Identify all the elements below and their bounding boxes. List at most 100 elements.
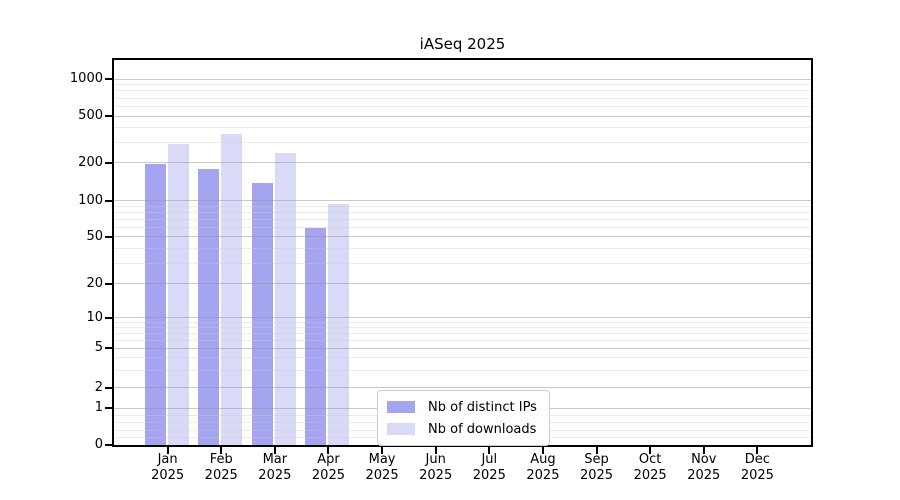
x-axis-tick-mark bbox=[488, 447, 491, 454]
minor-gridline bbox=[114, 322, 811, 324]
x-axis-year-label: 2025 bbox=[472, 468, 506, 483]
minor-gridline bbox=[114, 357, 811, 359]
minor-gridline bbox=[114, 205, 811, 207]
minor-gridline bbox=[114, 212, 811, 214]
legend-swatch bbox=[387, 423, 415, 435]
y-axis-tick-label: 0 bbox=[94, 437, 103, 452]
minor-gridline bbox=[114, 262, 811, 264]
x-axis-year-label: 2025 bbox=[579, 468, 614, 483]
x-axis-year-label: 2025 bbox=[687, 468, 721, 483]
y-axis-tick-label: 1000 bbox=[69, 71, 103, 87]
y-axis-tick-label: 5 bbox=[94, 340, 103, 356]
x-axis-month-label: Dec bbox=[744, 452, 770, 467]
bar-nb-of-distinct-ips bbox=[198, 168, 220, 445]
legend: Nb of distinct IPs Nb of downloads bbox=[377, 390, 550, 446]
x-axis-month-label: May bbox=[368, 452, 396, 467]
x-axis-year-label: 2025 bbox=[151, 468, 185, 483]
legend-swatch bbox=[387, 401, 415, 413]
minor-gridline bbox=[114, 97, 811, 99]
minor-gridline bbox=[114, 90, 811, 92]
x-axis-tick-label: Mar 2025 bbox=[240, 452, 310, 484]
x-axis-tick-label: Apr 2025 bbox=[293, 452, 363, 484]
bar-nb-of-downloads bbox=[328, 204, 350, 445]
x-axis-tick-mark bbox=[702, 447, 705, 454]
major-gridline bbox=[114, 283, 811, 285]
chart-title: iASeq 2025 bbox=[419, 35, 506, 53]
y-axis-tick-label: 10 bbox=[86, 309, 103, 325]
minor-gridline bbox=[114, 339, 811, 341]
x-axis-tick-mark bbox=[381, 447, 384, 454]
x-axis-year-label: 2025 bbox=[311, 468, 345, 483]
major-gridline bbox=[114, 387, 811, 389]
major-gridline bbox=[114, 78, 811, 80]
x-axis-tick-mark bbox=[595, 447, 598, 454]
minor-gridline bbox=[114, 141, 811, 143]
legend-item: Nb of downloads bbox=[387, 418, 537, 440]
x-axis-year-label: 2025 bbox=[419, 468, 453, 483]
x-axis-tick-mark bbox=[220, 447, 223, 454]
bar-nb-of-downloads bbox=[221, 134, 243, 445]
minor-gridline bbox=[114, 369, 811, 371]
x-axis-tick-label: Nov 2025 bbox=[669, 452, 739, 484]
bar-nb-of-downloads bbox=[167, 143, 189, 445]
x-axis-tick-mark bbox=[756, 447, 759, 454]
x-axis-tick-label: May 2025 bbox=[347, 452, 417, 484]
y-axis-tick-label: 2 bbox=[94, 379, 103, 395]
y-axis-tick-mark bbox=[105, 282, 112, 285]
x-axis-tick-label: Jun 2025 bbox=[401, 452, 471, 484]
x-axis-tick-mark bbox=[434, 447, 437, 454]
major-gridline bbox=[114, 162, 811, 164]
major-gridline bbox=[114, 200, 811, 202]
x-axis-month-label: Jun bbox=[425, 452, 446, 467]
y-axis-tick-label: 100 bbox=[78, 192, 103, 208]
x-axis-tick-mark bbox=[649, 447, 652, 454]
minor-gridline bbox=[114, 227, 811, 229]
x-axis-year-label: 2025 bbox=[526, 468, 560, 483]
plot-area: Nb of distinct IPs Nb of downloads bbox=[112, 58, 813, 447]
y-axis-tick-label: 500 bbox=[78, 108, 103, 124]
x-axis-month-label: Feb bbox=[209, 452, 233, 467]
legend-label: Nb of distinct IPs bbox=[428, 399, 537, 415]
x-axis-year-label: 2025 bbox=[258, 468, 292, 483]
minor-gridline bbox=[114, 105, 811, 107]
major-gridline bbox=[114, 317, 811, 319]
minor-gridline bbox=[114, 247, 811, 249]
y-axis-tick-mark bbox=[105, 115, 112, 118]
bar-nb-of-distinct-ips bbox=[251, 182, 273, 445]
x-axis-month-label: Jan bbox=[157, 452, 178, 467]
bar-nb-of-downloads bbox=[274, 152, 296, 445]
x-axis-tick-label: Aug 2025 bbox=[508, 452, 578, 484]
x-axis-tick-mark bbox=[327, 447, 330, 454]
x-axis-month-label: Sep bbox=[584, 452, 609, 467]
minor-gridline bbox=[114, 84, 811, 86]
major-gridline bbox=[114, 236, 811, 238]
y-axis-tick-label: 200 bbox=[78, 154, 103, 170]
x-axis-tick-label: Jul 2025 bbox=[454, 452, 524, 484]
x-axis-tick-label: Feb 2025 bbox=[186, 452, 256, 484]
y-axis-tick-mark bbox=[105, 347, 112, 350]
x-axis-month-label: Jul bbox=[481, 452, 498, 467]
legend-label: Nb of downloads bbox=[428, 421, 537, 437]
y-axis-tick-mark bbox=[105, 235, 112, 238]
x-axis-year-label: 2025 bbox=[740, 468, 774, 483]
major-gridline bbox=[114, 115, 811, 117]
y-axis-tick-mark bbox=[105, 407, 112, 410]
bar-nb-of-distinct-ips bbox=[144, 164, 166, 445]
x-axis-year-label: 2025 bbox=[365, 468, 399, 483]
x-axis-tick-mark bbox=[541, 447, 544, 454]
y-axis-tick-label: 20 bbox=[86, 275, 103, 291]
minor-gridline bbox=[114, 327, 811, 329]
x-axis-tick-mark bbox=[273, 447, 276, 454]
bar-nb-of-distinct-ips bbox=[305, 227, 327, 445]
y-axis-tick-mark bbox=[105, 386, 112, 389]
y-axis-tick-mark bbox=[105, 161, 112, 164]
x-axis-month-label: Aug bbox=[530, 452, 556, 467]
y-axis-tick-label: 1 bbox=[94, 400, 103, 416]
x-axis-month-label: Apr bbox=[317, 452, 340, 467]
legend-item: Nb of distinct IPs bbox=[387, 396, 537, 418]
x-axis-month-label: Nov bbox=[691, 452, 717, 467]
major-gridline bbox=[114, 347, 811, 349]
y-axis-tick-mark bbox=[105, 444, 112, 446]
minor-gridline bbox=[114, 332, 811, 334]
